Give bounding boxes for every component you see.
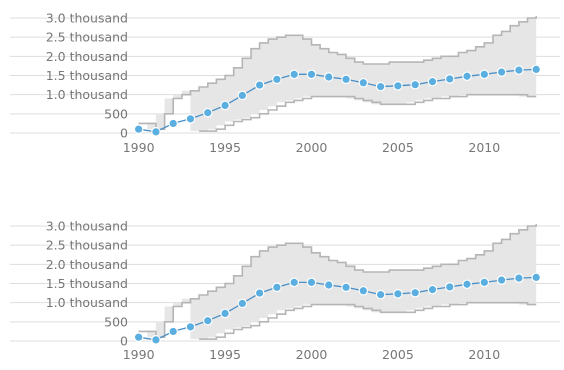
data-point [272,74,282,85]
data-point [444,74,455,84]
y-tick-label: 500 [104,314,128,329]
band-upper-edge [138,16,537,130]
data-point [462,71,472,82]
x-tick-label: 2005 [382,140,414,155]
y-tick-label: 1.0 thousand [46,295,128,310]
data-point [185,322,196,332]
x-tick-label: 2005 [382,347,414,362]
chart-panel-1: 0 500 1.0 thousand 1.5 thousand 2.0 thousand… [10,11,560,155]
band-lower-edge [199,93,537,132]
data-point [358,77,369,88]
data-point [427,76,438,87]
data-point [202,107,213,118]
data-point [254,80,265,90]
data-point [479,277,490,288]
x-tick-label: 2000 [296,140,328,155]
y-tick-label: 500 [104,106,128,121]
data-point [323,280,334,290]
data-point [306,69,317,80]
y-tick-label: 1.5 thousand [46,276,128,291]
data-point [220,100,230,111]
y-tick-label: 2.5 thousand [46,30,128,45]
data-point [254,288,265,298]
band-upper-edge [138,224,537,338]
data-point [393,81,403,91]
data-point [151,127,161,137]
data-point [496,67,507,77]
data-point [289,69,299,80]
data-point [462,279,472,290]
data-point [185,114,196,124]
data-point [358,285,369,296]
y-tick-label: 3.0 thousand [46,219,128,234]
data-point [306,277,317,288]
data-point [393,289,403,299]
uncertainty-band [138,16,537,132]
y-tick-label: 3.0 thousand [46,11,128,26]
data-point [202,315,213,326]
data-point [237,298,248,309]
data-point [514,65,524,75]
data-point [531,64,541,75]
y-tick-label: 2.0 thousand [46,257,128,272]
data-point [237,90,248,101]
data-point [168,118,179,129]
data-point [323,72,334,82]
x-tick-label: 2000 [296,347,328,362]
data-point [375,289,386,300]
data-point [427,284,438,295]
data-point [133,124,144,134]
y-tick-label: 2.0 thousand [46,49,128,64]
data-point [289,277,299,288]
x-tick-label: 2010 [468,140,500,155]
data-point [220,308,230,319]
data-point [410,79,420,90]
x-tick-label: 1990 [123,140,155,155]
x-tick-label: 1995 [209,347,241,362]
band-lower-edge [199,301,537,340]
data-point [168,326,179,337]
data-point [341,74,351,85]
data-point [375,81,386,92]
y-tick-label: 2.5 thousand [46,238,128,253]
x-tick-label: 1995 [209,140,241,155]
chart-panel-2: 0 500 1.0 thousand 1.5 thousand 2.0 thousand… [10,219,560,362]
y-tick-label: 1.0 thousand [46,87,128,102]
y-tick-label: 0 [120,126,128,141]
uncertainty-band [138,224,537,340]
data-point [531,272,541,283]
data-point [410,287,420,298]
data-point [272,282,282,293]
data-point [514,273,524,283]
y-tick-label: 0 [120,334,128,349]
data-point [341,282,351,293]
x-tick-label: 2010 [468,347,500,362]
data-point [444,282,455,292]
data-point [479,69,490,80]
y-tick-label: 1.5 thousand [46,68,128,83]
data-point [151,335,161,345]
x-tick-label: 1990 [123,347,155,362]
data-point [133,332,144,342]
data-point [496,275,507,285]
